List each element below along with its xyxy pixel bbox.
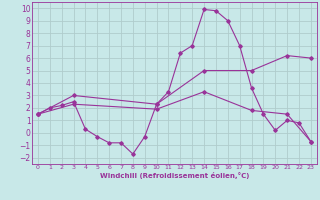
X-axis label: Windchill (Refroidissement éolien,°C): Windchill (Refroidissement éolien,°C): [100, 172, 249, 179]
